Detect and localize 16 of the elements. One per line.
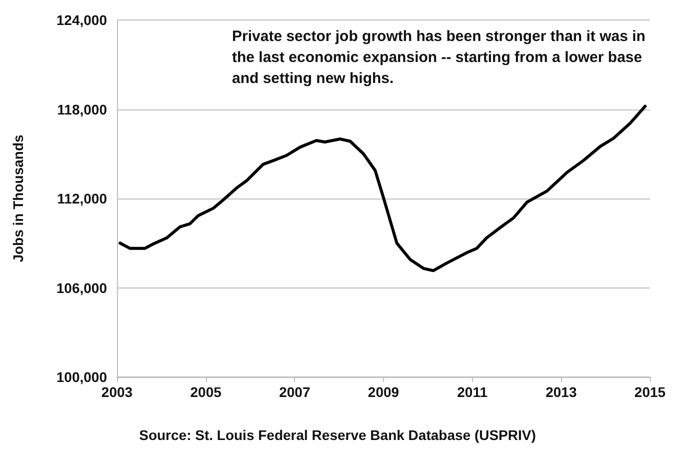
x-tick-label: 2015: [634, 384, 666, 400]
y-tick-label: 100,000: [56, 369, 108, 385]
source-note: Source: St. Louis Federal Reserve Bank Database (USPRIV): [139, 427, 536, 443]
x-tick-label: 2009: [368, 384, 400, 400]
y-tick-label: 106,000: [56, 280, 108, 296]
y-axis-title: Jobs in Thousands: [10, 134, 26, 262]
y-tick-label: 112,000: [57, 190, 108, 206]
x-tick-label: 2007: [279, 384, 310, 400]
line-series: [118, 104, 647, 272]
x-tick-label: 2005: [190, 384, 222, 400]
x-tick-label: 2003: [101, 384, 133, 400]
y-tick-label: 124,000: [56, 12, 108, 28]
annotation: Private sector job growth has been stronger than it was in the last economic expansion -- starting from a lower base and setting new highs.: [232, 28, 650, 87]
x-tick-label: 2013: [546, 384, 577, 400]
y-tick-label: 118,000: [57, 101, 108, 118]
x-tick-label: 2011: [457, 384, 488, 400]
